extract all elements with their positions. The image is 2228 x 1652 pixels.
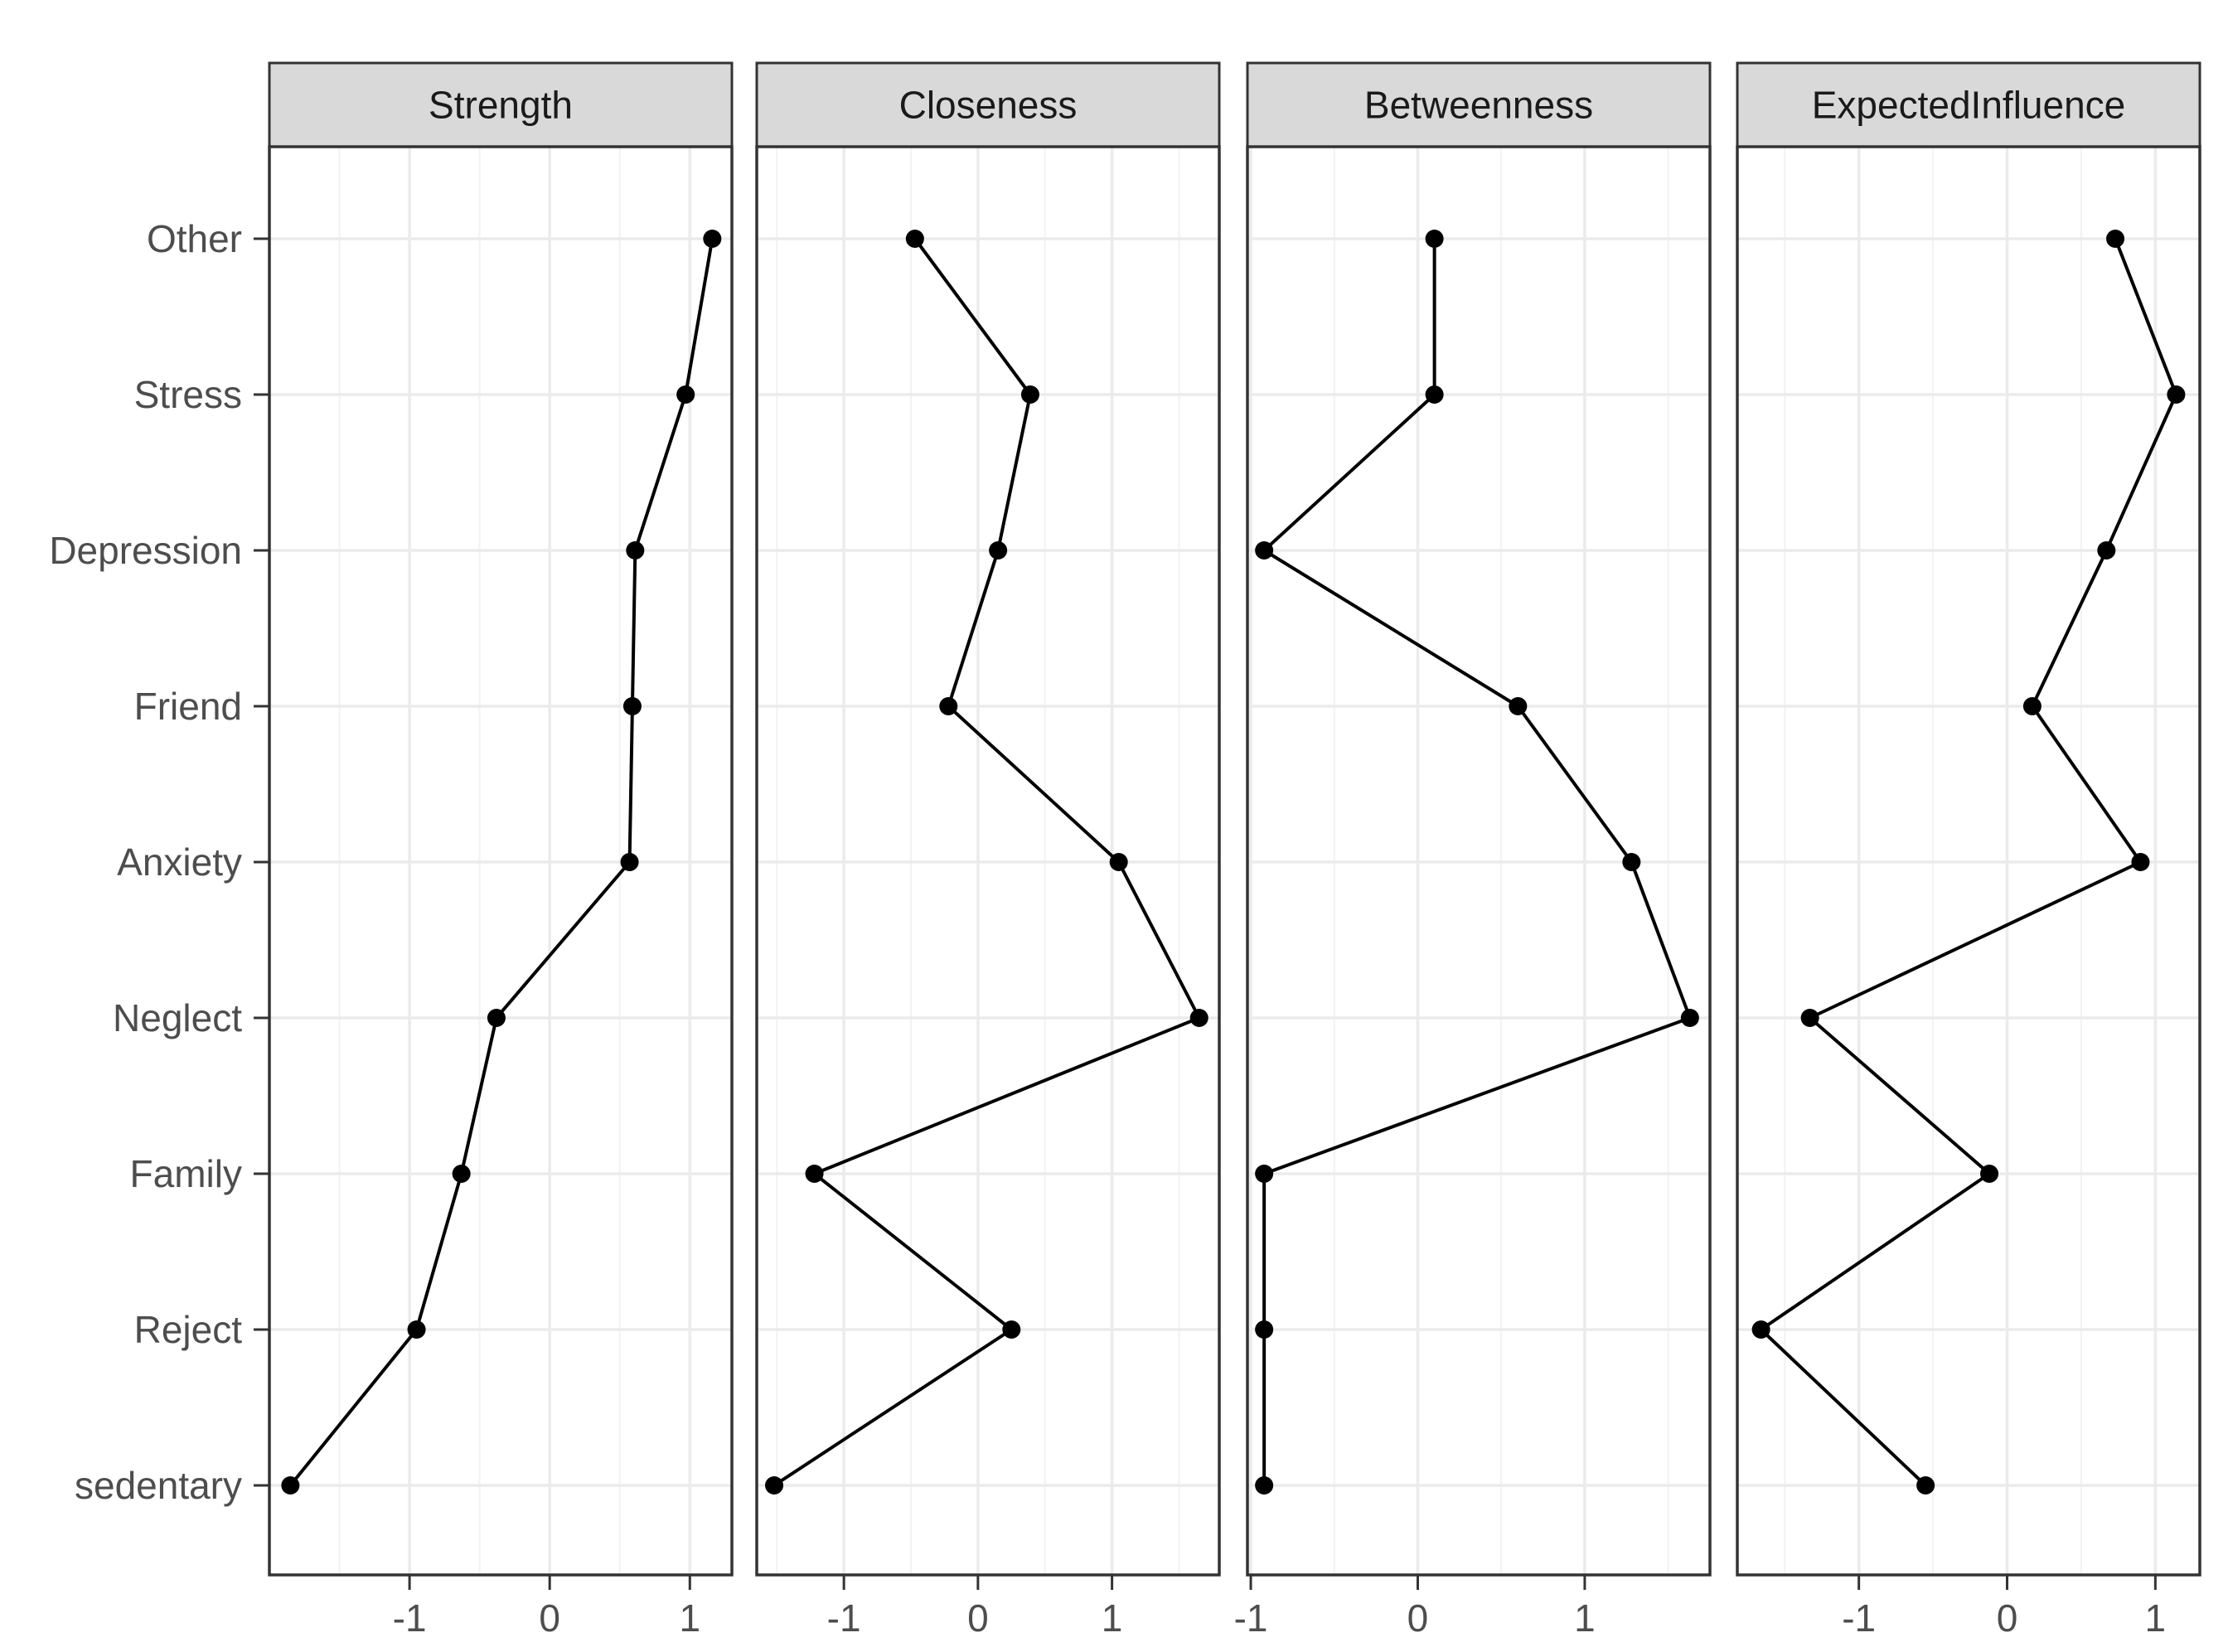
data-point-other [905, 230, 924, 248]
x-tick-label: -1 [393, 1596, 427, 1640]
y-tick-label-other: Other [147, 217, 242, 260]
panel-border [755, 145, 1221, 1577]
strip-label-closeness: Closeness [899, 84, 1078, 127]
data-point-neglect [1189, 1009, 1208, 1027]
data-point-anxiety [1622, 853, 1641, 871]
x-tick-label: -1 [1234, 1596, 1268, 1640]
strip-label-betweenness: Betweenness [1364, 84, 1593, 127]
data-point-neglect [1680, 1009, 1699, 1027]
data-point-reject [407, 1320, 426, 1339]
panel-expectedinfluence: ExpectedInfluence -1 0 1 [1736, 61, 2201, 1640]
data-point-sedentary [1916, 1476, 1935, 1495]
y-axis: sedentary Reject Family Neglect Anxiety Frien… [49, 217, 269, 1507]
data-point-other [703, 230, 722, 248]
y-tick-label-sedentary: sedentary [75, 1464, 242, 1507]
y-tick-label-anxiety: Anxiety [117, 841, 242, 884]
data-point-friend [939, 697, 958, 715]
data-point-friend [1509, 697, 1528, 715]
data-point-reject [1002, 1320, 1021, 1339]
data-point-stress [2167, 385, 2186, 404]
data-point-sedentary [1255, 1476, 1274, 1495]
x-tick-label: 0 [1997, 1596, 2018, 1640]
data-point-anxiety [1109, 853, 1128, 871]
panel-border [1246, 145, 1712, 1577]
data-point-stress [1425, 385, 1444, 404]
data-point-neglect [1800, 1009, 1819, 1027]
data-point-neglect [487, 1009, 506, 1027]
panel-closeness: Closeness -1 0 1 [755, 61, 1221, 1640]
data-point-depression [2097, 541, 2116, 560]
panel-strength: Strength -1 0 1 [268, 61, 734, 1640]
x-tick-label: 0 [539, 1596, 560, 1640]
facet-panels: Strength -1 0 1 Closeness -1 0 1 Betweenness -1 0 1… [268, 61, 2201, 1640]
y-tick-label-stress: Stress [134, 373, 242, 416]
strip-label-strength: Strength [429, 84, 573, 127]
data-point-other [1425, 230, 1444, 248]
x-tick-label: -1 [1842, 1596, 1876, 1640]
data-point-depression [1255, 541, 1274, 560]
x-tick-label: 1 [2145, 1596, 2167, 1640]
data-point-anxiety [620, 853, 639, 871]
data-point-family [1255, 1165, 1274, 1183]
x-tick-label: 0 [967, 1596, 989, 1640]
x-tick-label: 1 [679, 1596, 700, 1640]
data-point-friend [622, 697, 642, 715]
data-point-depression [626, 541, 645, 560]
x-tick-label: 0 [1407, 1596, 1429, 1640]
x-tick-label: -1 [827, 1596, 861, 1640]
data-point-reject [1255, 1320, 1274, 1339]
strip-label-expectedinfluence: ExpectedInfluence [1812, 84, 2126, 127]
x-tick-label: 1 [1574, 1596, 1596, 1640]
panel-border [1736, 145, 2201, 1577]
strip-strength [268, 61, 734, 148]
data-point-family [805, 1165, 824, 1183]
data-point-sedentary [281, 1476, 300, 1495]
data-point-family [452, 1165, 471, 1183]
data-point-sedentary [765, 1476, 784, 1495]
y-tick-label-reject: Reject [134, 1308, 243, 1351]
data-point-family [1980, 1165, 1999, 1183]
data-point-friend [2022, 697, 2042, 715]
y-tick-label-friend: Friend [134, 685, 242, 728]
data-point-anxiety [2131, 853, 2150, 871]
x-tick-label: 1 [1102, 1596, 1123, 1640]
y-tick-label-family: Family [130, 1152, 242, 1195]
data-point-stress [676, 385, 695, 404]
data-point-depression [989, 541, 1008, 560]
y-tick-label-depression: Depression [49, 529, 242, 572]
data-point-stress [1020, 385, 1039, 404]
panel-border [268, 145, 734, 1577]
strip-closeness [755, 61, 1221, 148]
panel-betweenness: Betweenness -1 0 1 [1234, 61, 1712, 1640]
y-tick-label-neglect: Neglect [113, 996, 242, 1039]
data-point-other [2106, 230, 2125, 248]
data-point-reject [1751, 1320, 1770, 1339]
